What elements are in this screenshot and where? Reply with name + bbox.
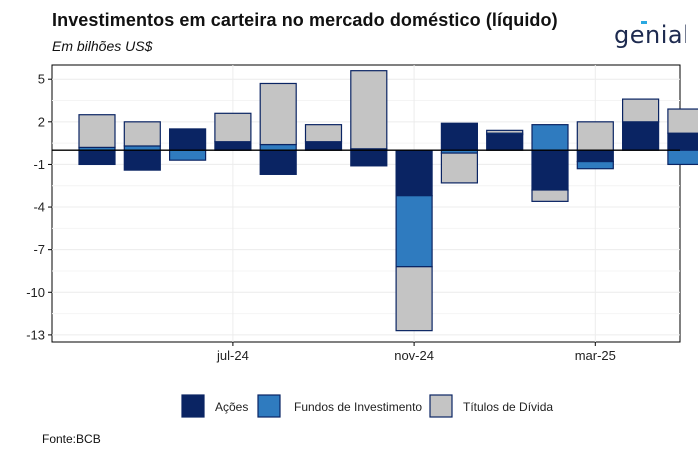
bar-segment-titulos bbox=[440, 152, 478, 184]
bar-segment-acoes bbox=[576, 149, 614, 163]
bar-segment-titulos bbox=[304, 124, 343, 143]
logo-text: genial bbox=[614, 21, 686, 49]
y-tick-label: -1 bbox=[33, 157, 45, 172]
bar-segment-fundos bbox=[576, 160, 614, 170]
bar-segment-titulos bbox=[486, 129, 524, 134]
bar-segment-acoes bbox=[259, 149, 297, 175]
bar-segment-titulos bbox=[667, 108, 698, 134]
legend-label: Títulos de Dívida bbox=[463, 400, 553, 414]
bar-segment-acoes bbox=[531, 149, 569, 191]
x-axis: jul-24 nov-24 mar-25 bbox=[216, 342, 616, 363]
bar-segment-fundos bbox=[169, 149, 207, 161]
bar-segment-titulos bbox=[621, 98, 660, 123]
bar-segment-acoes bbox=[169, 128, 207, 151]
legend-swatch bbox=[257, 394, 281, 418]
bar-segment-acoes bbox=[440, 122, 478, 151]
bar-segment-titulos bbox=[350, 70, 388, 150]
bar-segment-titulos bbox=[395, 266, 433, 332]
genial-logo: genial bbox=[614, 21, 686, 49]
bar-segment-acoes bbox=[78, 149, 116, 166]
x-tick-label: jul-24 bbox=[216, 348, 249, 363]
bar-segment-acoes bbox=[621, 121, 660, 151]
chart-title: Investimentos em carteira no mercado dom… bbox=[52, 10, 558, 30]
legend-label: Fundos de Investimento bbox=[294, 400, 422, 414]
bar-segment-acoes bbox=[667, 132, 698, 151]
bar-segment-fundos bbox=[259, 143, 297, 151]
bar-segment-acoes bbox=[395, 149, 433, 197]
y-tick-label: -13 bbox=[26, 327, 45, 342]
bar-segment-titulos bbox=[576, 121, 614, 151]
plot-frame bbox=[51, 64, 681, 343]
bar-segment-fundos bbox=[667, 149, 698, 166]
y-axis: 5 2 -1 -4 -7 -10 -13 bbox=[26, 72, 52, 342]
x-tick-label: mar-25 bbox=[575, 348, 616, 363]
bar-segment-acoes bbox=[123, 149, 161, 171]
bar-segment-titulos bbox=[78, 114, 116, 148]
bar-segment-titulos bbox=[123, 121, 161, 147]
bar-segment-acoes bbox=[486, 134, 524, 151]
bars-group bbox=[78, 70, 698, 332]
y-tick-label: 2 bbox=[38, 114, 45, 129]
bar-segment-titulos bbox=[259, 82, 297, 146]
bar-segment-fundos bbox=[395, 195, 433, 268]
bar-segment-acoes bbox=[304, 141, 343, 151]
legend-label: Ações bbox=[215, 400, 248, 414]
x-tick-label: nov-24 bbox=[394, 348, 434, 363]
legend: Ações Fundos de Investimento Títulos de Dí… bbox=[181, 394, 553, 418]
bar-segment-titulos bbox=[214, 112, 252, 143]
y-tick-label: -4 bbox=[33, 200, 45, 215]
y-tick-label: -10 bbox=[26, 285, 45, 300]
y-tick-label: -7 bbox=[33, 242, 45, 257]
chart-subtitle: Em bilhões US$ bbox=[52, 38, 153, 54]
source-note: Fonte:BCB bbox=[42, 432, 101, 446]
y-tick-label: 5 bbox=[38, 72, 45, 87]
bar-segment-titulos bbox=[531, 189, 569, 202]
bar-segment-acoes bbox=[350, 149, 388, 167]
logo-accent-mark bbox=[641, 21, 647, 24]
legend-swatch bbox=[181, 394, 205, 418]
bar-segment-acoes bbox=[214, 141, 252, 151]
bar-segment-fundos bbox=[531, 124, 569, 151]
legend-swatch bbox=[429, 394, 453, 418]
